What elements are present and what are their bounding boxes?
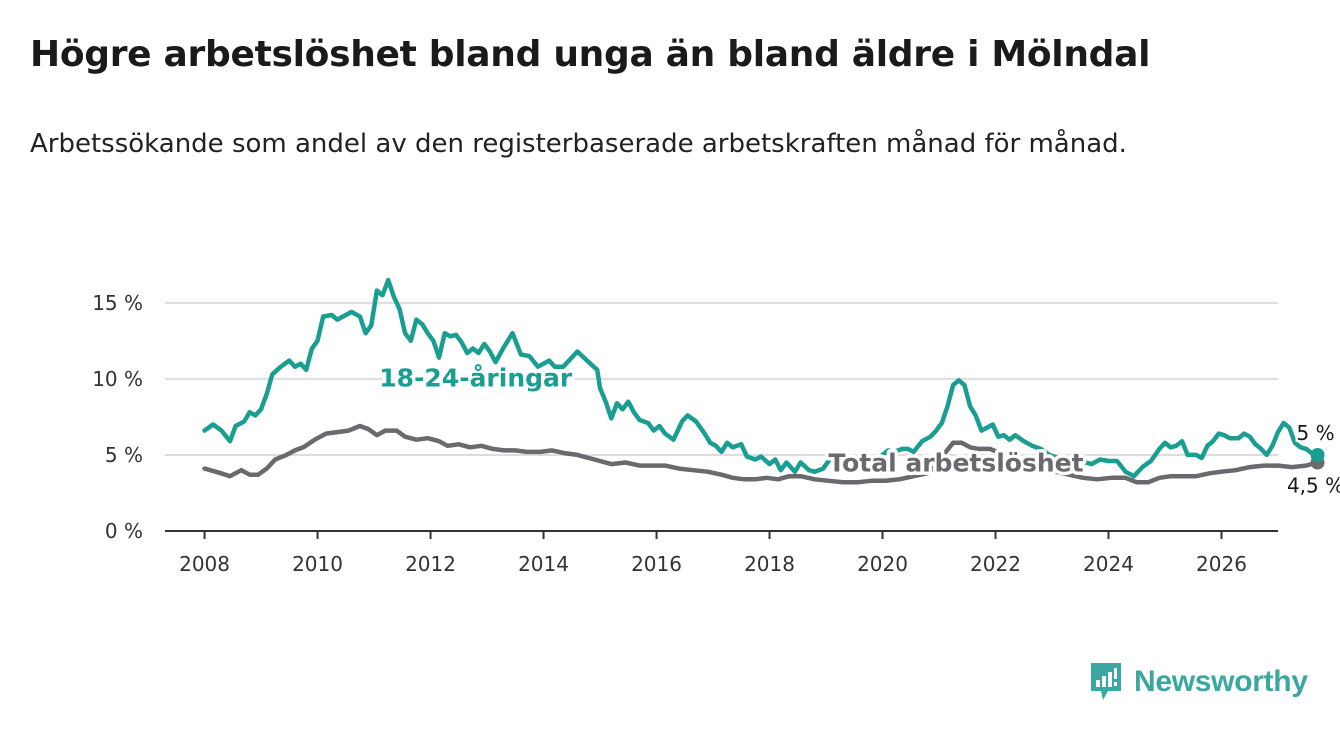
- end-label-youth: 5 %: [1297, 421, 1335, 445]
- series-line-total: [202, 423, 1320, 485]
- end-point-youth: [1310, 447, 1325, 462]
- x-tick-label: 2014: [518, 552, 569, 576]
- series-line-youth: [202, 277, 1320, 479]
- y-tick-label: 5 %: [105, 443, 143, 467]
- x-tick-label: 2016: [631, 552, 682, 576]
- chart-subtitle: Arbetssökande som andel av den registerb…: [30, 129, 1127, 159]
- brand-name: Newsworthy: [1134, 665, 1308, 698]
- series-labels: 18-24-åringar Total arbetslöshet 5 % 4,5 %: [376, 360, 1340, 500]
- series-label-youth: 18-24-åringar: [379, 363, 573, 392]
- series-lines: [202, 277, 1325, 485]
- x-tick-label: 2008: [179, 552, 230, 576]
- brand-logo: Newsworthy: [1088, 660, 1308, 704]
- y-tick-label: 0 %: [105, 519, 143, 543]
- x-tick-label: 2020: [857, 552, 908, 576]
- x-tick-label: 2022: [970, 552, 1021, 576]
- gridlines: [165, 301, 1278, 456]
- axes: 0 % 5 % 10 % 15 % 2008 2010 2012 2014 2016 2018 20…: [92, 291, 1278, 576]
- x-tick-label: 2012: [405, 552, 456, 576]
- end-label-total: 4,5 %: [1287, 474, 1340, 498]
- y-tick-label: 10 %: [92, 367, 143, 391]
- newsworthy-logo-icon: [1091, 663, 1121, 700]
- series-label-total: Total arbetslöshet: [828, 449, 1083, 478]
- chart-title: Högre arbetslöshet bland unga än bland ä…: [30, 34, 1151, 75]
- y-tick-label: 15 %: [92, 291, 143, 315]
- x-tick-label: 2026: [1196, 552, 1247, 576]
- x-tick-label: 2018: [744, 552, 795, 576]
- x-tick-label: 2024: [1083, 552, 1134, 576]
- x-tick-label: 2010: [292, 552, 343, 576]
